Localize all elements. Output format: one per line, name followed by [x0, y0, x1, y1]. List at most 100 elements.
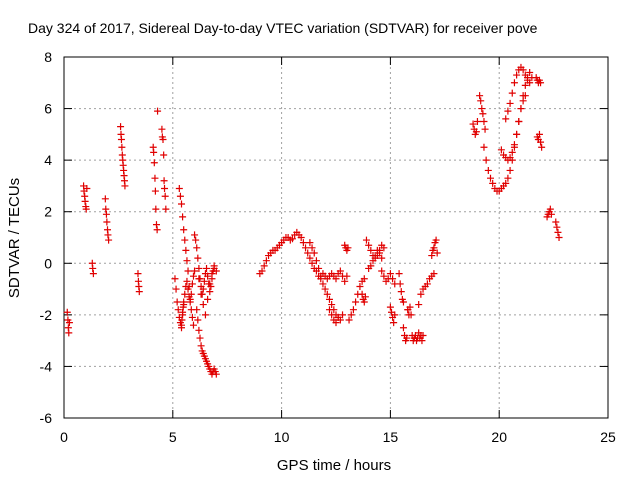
data-point — [418, 337, 426, 345]
data-point — [391, 311, 399, 319]
data-point — [201, 311, 209, 319]
data-point — [537, 79, 545, 87]
y-tick-label: 0 — [44, 255, 52, 271]
data-point — [65, 329, 73, 337]
data-point — [378, 267, 386, 275]
data-point — [504, 174, 512, 182]
data-point — [193, 244, 201, 252]
x-axis-label: GPS time / hours — [277, 457, 391, 474]
data-point — [506, 154, 514, 162]
data-point — [162, 205, 170, 213]
data-point — [506, 99, 514, 107]
data-point — [515, 117, 523, 125]
x-tick-label: 10 — [274, 429, 290, 445]
data-point — [367, 262, 375, 270]
data-point — [547, 210, 555, 218]
data-point — [510, 141, 518, 149]
data-point — [181, 236, 189, 244]
data-point — [365, 241, 373, 249]
data-point — [349, 306, 357, 314]
data-point — [179, 308, 187, 316]
data-point — [526, 79, 534, 87]
data-point — [304, 249, 312, 257]
data-point — [519, 92, 527, 100]
data-point — [160, 177, 168, 185]
data-point — [181, 290, 189, 298]
axis-ticks: 0 5 10 15 20 25 -6 -4 -2 0 2 4 6 8 — [40, 49, 616, 445]
data-point — [160, 151, 168, 159]
data-point — [376, 249, 384, 257]
data-point — [537, 138, 545, 146]
data-point — [526, 68, 534, 76]
data-point — [189, 272, 197, 280]
data-point — [347, 311, 355, 319]
data-point — [212, 370, 220, 378]
data-point — [380, 272, 388, 280]
data-point — [197, 342, 205, 350]
data-point — [189, 321, 197, 329]
y-tick-label: 6 — [44, 101, 52, 117]
data-point — [390, 319, 398, 327]
data-point — [186, 295, 194, 303]
data-point — [188, 313, 196, 321]
data-point — [367, 246, 375, 254]
data-point — [134, 270, 142, 278]
data-point — [161, 192, 169, 200]
data-point — [152, 205, 160, 213]
data-point — [175, 185, 183, 193]
data-point — [192, 236, 200, 244]
data-point — [341, 277, 349, 285]
data-point — [345, 316, 353, 324]
data-point — [325, 295, 333, 303]
data-point — [504, 107, 512, 115]
data-point — [199, 285, 207, 293]
data-point — [194, 316, 202, 324]
data-point — [319, 280, 327, 288]
data-point — [552, 218, 560, 226]
data-point — [158, 125, 166, 133]
data-point — [212, 267, 220, 275]
data-point — [101, 195, 109, 203]
data-point — [510, 79, 518, 87]
data-point — [469, 120, 477, 128]
data-point — [332, 319, 340, 327]
data-point — [519, 66, 527, 74]
data-point — [535, 130, 543, 138]
x-tick-label: 0 — [60, 429, 68, 445]
data-point — [517, 105, 525, 113]
data-point — [325, 306, 333, 314]
data-point — [203, 264, 211, 272]
data-point — [476, 92, 484, 100]
data-point — [151, 187, 159, 195]
data-point — [178, 324, 186, 332]
data-point — [371, 252, 379, 260]
data-point — [480, 117, 488, 125]
data-point — [554, 228, 562, 236]
data-point — [352, 298, 360, 306]
data-point — [423, 280, 431, 288]
data-point — [328, 311, 336, 319]
x-tick-label: 5 — [169, 429, 177, 445]
data-point — [185, 282, 193, 290]
data-point — [63, 308, 71, 316]
data-point — [102, 210, 110, 218]
data-point — [306, 254, 314, 262]
data-point — [161, 185, 169, 193]
data-point — [546, 205, 554, 213]
data-point — [135, 288, 143, 296]
data-point — [178, 200, 186, 208]
data-point — [312, 257, 320, 265]
data-point — [521, 71, 529, 79]
data-point — [204, 272, 212, 280]
data-point — [206, 280, 214, 288]
data-point — [502, 179, 510, 187]
data-point — [195, 264, 203, 272]
data-point — [489, 179, 497, 187]
data-point — [484, 166, 492, 174]
data-point — [321, 285, 329, 293]
grid-lines — [64, 57, 608, 418]
data-point — [208, 270, 216, 278]
data-point — [497, 146, 505, 154]
data-point — [317, 272, 325, 280]
data-point — [187, 290, 195, 298]
